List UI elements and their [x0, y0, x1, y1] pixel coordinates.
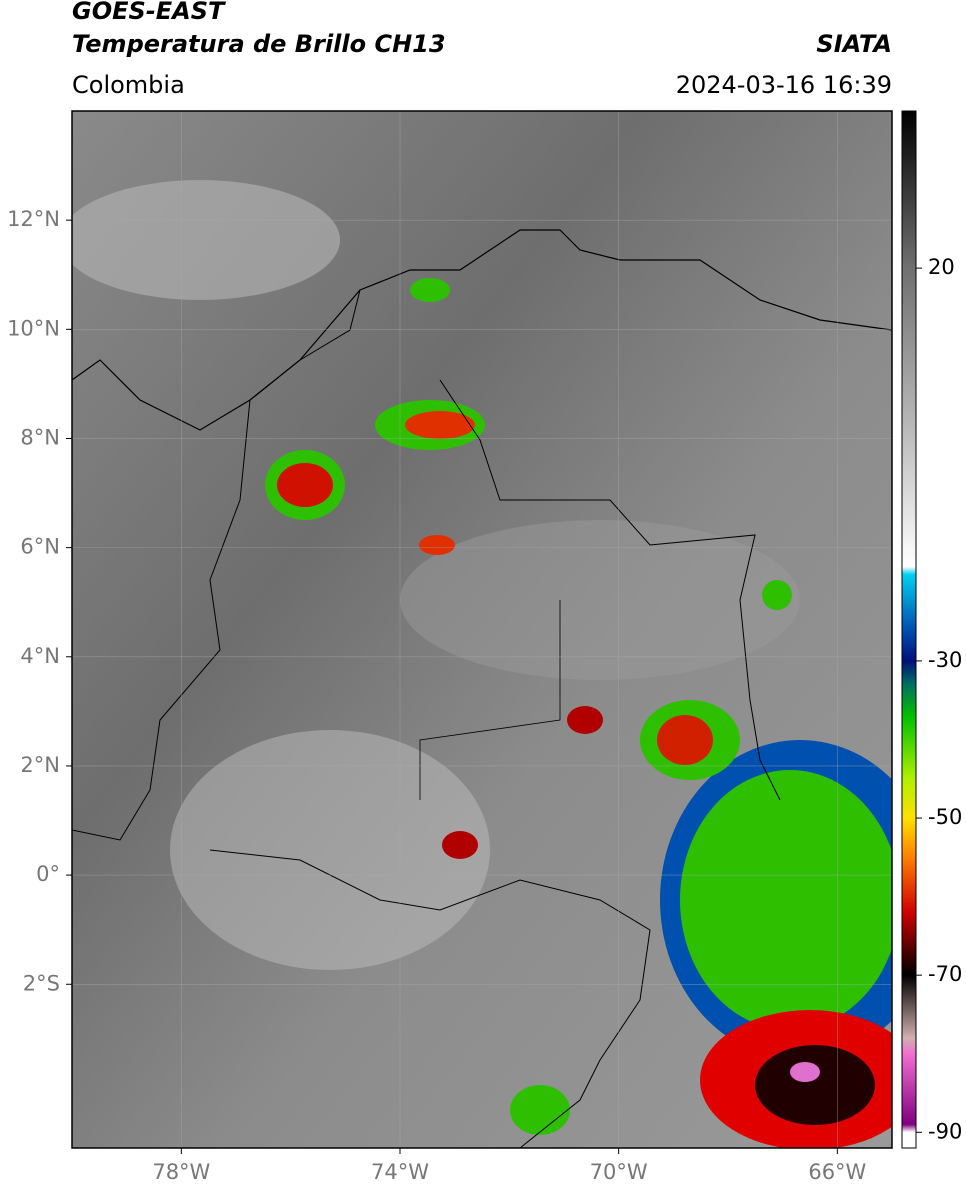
convection	[567, 706, 603, 734]
y-tick-label: 12°N	[7, 207, 60, 231]
y-tick-label: 0°	[36, 862, 60, 886]
y-tick-label: 2°N	[20, 753, 60, 777]
convection	[657, 715, 713, 765]
y-tick-label: 10°N	[7, 316, 60, 340]
y-tick-label: 8°N	[20, 425, 60, 449]
map-image	[72, 111, 892, 1148]
convection	[442, 831, 478, 859]
coastline	[72, 229, 892, 431]
convection	[680, 770, 892, 1030]
x-tick-label: 78°W	[152, 1160, 210, 1184]
y-tick-label: 2°S	[23, 971, 60, 995]
border	[209, 849, 651, 1148]
convection	[790, 1062, 820, 1082]
y-tick-label: 4°N	[20, 644, 60, 668]
convection	[755, 1045, 875, 1125]
x-tick-label: 70°W	[590, 1160, 648, 1184]
graticule	[72, 111, 892, 1148]
colorbar-tick-label: -70	[928, 962, 962, 986]
convection	[419, 535, 455, 555]
colorbar	[901, 110, 917, 1149]
cloud	[170, 730, 490, 970]
colorbar-tick-label: -30	[928, 648, 962, 672]
colorbar-tick-label: -50	[928, 805, 962, 829]
map-frame	[71, 110, 893, 1149]
x-tick-label: 74°W	[371, 1160, 429, 1184]
border	[419, 600, 561, 800]
border	[439, 379, 781, 801]
convection	[762, 580, 792, 610]
x-tick-label: 66°W	[808, 1160, 866, 1184]
convection	[510, 1085, 570, 1135]
region: Colombia	[72, 71, 185, 99]
source: SIATA	[816, 30, 892, 58]
cloud	[400, 520, 800, 680]
cloud	[72, 180, 340, 300]
convection	[405, 411, 475, 439]
convection	[277, 463, 333, 507]
colorbar-tick-label: 20	[928, 255, 955, 279]
y-tick-label: 6°N	[20, 535, 60, 559]
title: GOES-EAST	[72, 0, 226, 25]
datetime: 2024-03-16 16:39	[676, 71, 892, 99]
colorbar-tick-label: -90	[928, 1119, 962, 1143]
convection	[410, 278, 450, 302]
subtitle: Temperatura de Brillo CH13	[72, 30, 446, 58]
border	[72, 289, 361, 841]
